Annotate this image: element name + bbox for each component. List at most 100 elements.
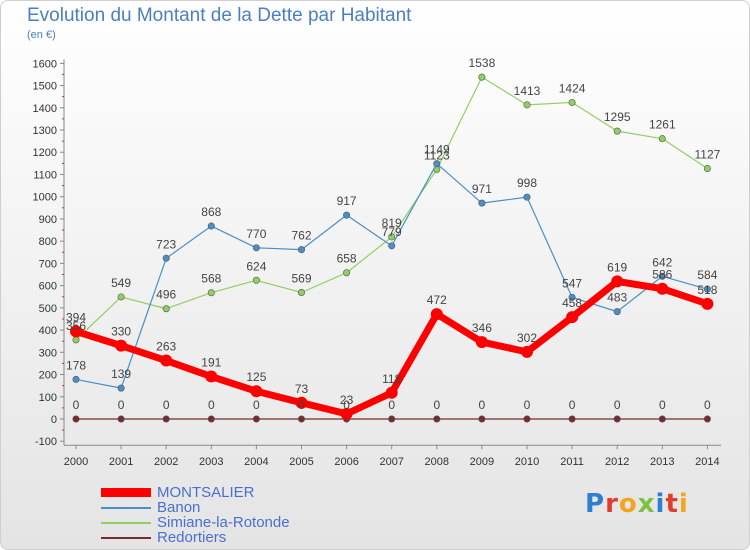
- data-point: [72, 336, 80, 344]
- y-tick-label: 100: [39, 392, 57, 404]
- logo-letter: x: [637, 489, 656, 519]
- data-label: 819: [382, 216, 402, 230]
- data-label: 118: [382, 372, 401, 386]
- data-point: [613, 127, 621, 135]
- proxiti-logo: Proxiti: [585, 489, 689, 519]
- data-point: [297, 246, 305, 254]
- data-label: 917: [337, 194, 357, 208]
- legend-label: Banon: [157, 499, 201, 516]
- data-point: [162, 415, 170, 423]
- data-label: 642: [652, 255, 672, 269]
- data-label: 496: [156, 288, 176, 302]
- data-point: [703, 285, 711, 293]
- data-point: [72, 415, 80, 423]
- data-point: [72, 375, 80, 383]
- data-label: 998: [517, 176, 537, 190]
- data-point: [252, 415, 260, 423]
- data-label: 1413: [514, 84, 541, 98]
- data-label: 0: [479, 398, 486, 412]
- data-label: 1295: [604, 110, 631, 124]
- x-tick-label: 2012: [605, 456, 629, 468]
- legend-swatch: [101, 488, 151, 497]
- data-label: 568: [201, 272, 221, 286]
- logo-letter: P: [585, 489, 606, 519]
- data-label: 0: [298, 398, 305, 412]
- y-tick-label: 800: [39, 236, 57, 248]
- data-point: [207, 289, 215, 297]
- data-label: 762: [291, 229, 311, 243]
- data-point: [205, 370, 218, 383]
- data-label: 139: [111, 367, 131, 381]
- x-tick-label: 2014: [695, 456, 719, 468]
- data-point: [523, 193, 531, 201]
- x-tick-label: 2004: [244, 456, 268, 468]
- y-tick-label: 0: [51, 414, 57, 426]
- data-point: [568, 293, 576, 301]
- data-point: [521, 345, 533, 358]
- data-point: [340, 407, 353, 420]
- data-label: 394: [66, 310, 86, 324]
- data-point: [613, 308, 621, 316]
- data-label: 0: [253, 398, 260, 412]
- x-tick-label: 2011: [560, 456, 584, 468]
- data-label: 0: [614, 398, 621, 412]
- data-label: 472: [427, 293, 447, 307]
- data-label: 549: [111, 276, 131, 290]
- data-point: [388, 415, 396, 423]
- data-point: [207, 415, 215, 423]
- y-tick-label: 600: [39, 281, 57, 293]
- data-point: [252, 244, 260, 252]
- legend-swatch: [101, 536, 151, 539]
- x-tick-label: 2002: [154, 456, 178, 468]
- data-label: 547: [562, 276, 582, 290]
- legend-item: MONTSALIER: [101, 485, 290, 500]
- x-tick-label: 2010: [515, 456, 539, 468]
- data-point: [701, 297, 714, 310]
- y-tick-label: 1600: [33, 58, 57, 70]
- data-label: 971: [472, 182, 492, 196]
- x-tick-label: 2000: [64, 456, 88, 468]
- x-tick-label: 2008: [425, 456, 449, 468]
- data-label: 624: [246, 259, 266, 273]
- data-point: [297, 289, 305, 297]
- data-label: 178: [66, 358, 86, 372]
- y-tick-label: 1300: [33, 125, 57, 137]
- data-point: [430, 308, 443, 321]
- x-tick-label: 2007: [379, 456, 403, 468]
- data-point: [703, 164, 711, 172]
- y-tick-label: 1400: [33, 103, 57, 115]
- chart-title: Evolution du Montant de la Dette par Hab…: [27, 5, 412, 26]
- data-point: [478, 199, 486, 207]
- legend-swatch: [101, 521, 151, 524]
- legend-item: Banon: [101, 500, 290, 515]
- y-tick-label: 200: [39, 370, 57, 382]
- y-tick-label: 1200: [33, 147, 57, 159]
- data-point: [523, 415, 531, 423]
- data-point: [297, 415, 305, 423]
- data-point: [160, 354, 173, 367]
- data-label: 0: [208, 398, 215, 412]
- data-label: 483: [607, 291, 627, 305]
- unit-label: (en €): [27, 29, 56, 41]
- data-point: [475, 336, 488, 349]
- data-label: 0: [704, 398, 711, 412]
- legend-swatch: [101, 506, 151, 509]
- data-label: 0: [163, 398, 170, 412]
- data-point: [703, 415, 711, 423]
- data-label: 770: [246, 227, 266, 241]
- data-label: 779: [382, 225, 402, 239]
- data-label: 0: [73, 398, 80, 412]
- data-label: 518: [697, 283, 717, 297]
- legend: MONTSALIER Banon Simiane-la-Rotonde Redorti…: [101, 485, 290, 545]
- x-tick-label: 2013: [650, 456, 674, 468]
- y-tick-label: 700: [39, 258, 57, 270]
- data-label: 868: [201, 205, 221, 219]
- data-label: 302: [517, 331, 537, 345]
- data-point: [250, 385, 263, 398]
- data-point: [658, 415, 666, 423]
- legend-item: Redortiers: [101, 530, 290, 545]
- data-label: 23: [340, 393, 354, 407]
- data-point: [478, 415, 486, 423]
